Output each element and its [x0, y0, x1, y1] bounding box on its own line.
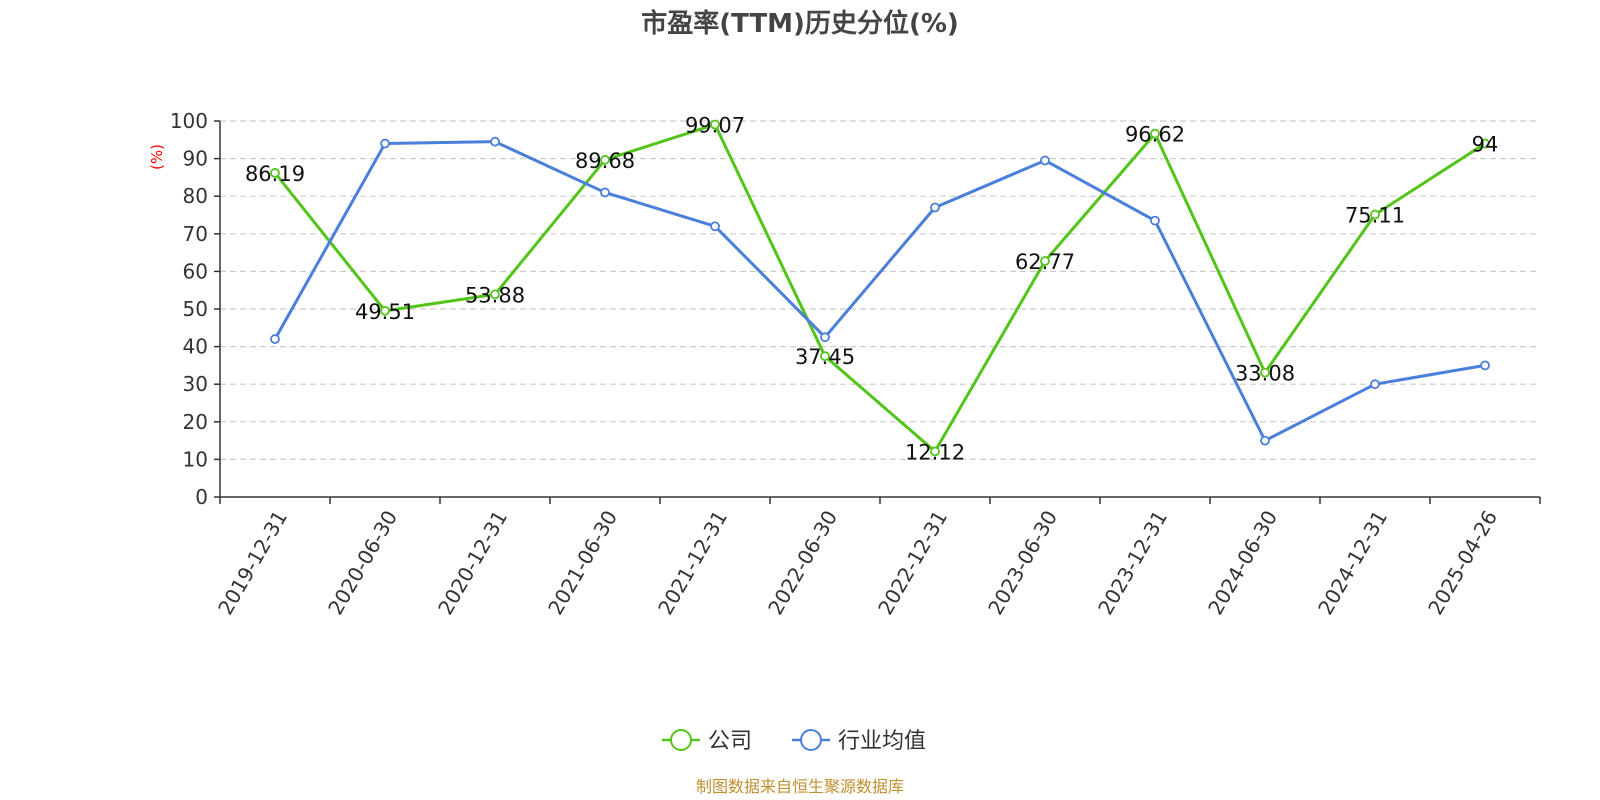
- series-line: [273, 140, 1486, 443]
- data-label: 33.08: [1235, 362, 1295, 386]
- x-tick-label: 2023-12-31: [1093, 506, 1172, 619]
- x-tick-label: 2022-06-30: [763, 506, 842, 619]
- y-tick-label: 0: [195, 485, 208, 509]
- data-label: 62.77: [1015, 250, 1075, 274]
- y-tick-label: 50: [183, 297, 208, 321]
- y-tick-label: 10: [183, 447, 208, 471]
- data-label: 53.88: [465, 283, 525, 307]
- x-tick-label: 2021-12-31: [653, 506, 732, 619]
- data-point[interactable]: [270, 168, 280, 178]
- data-point[interactable]: [1370, 209, 1380, 220]
- data-point[interactable]: [380, 138, 390, 149]
- data-label: 37.45: [795, 345, 855, 369]
- legend-item[interactable]: 公司: [662, 729, 752, 754]
- series-lines: [270, 119, 1490, 457]
- y-tick-label: 40: [183, 335, 208, 359]
- data-point[interactable]: [930, 202, 940, 213]
- data-point[interactable]: [710, 221, 720, 232]
- series-line: [273, 122, 1486, 453]
- data-point[interactable]: [1260, 435, 1270, 446]
- legend-marker: [800, 729, 822, 751]
- data-label: 96.62: [1125, 123, 1185, 147]
- data-point[interactable]: [820, 351, 830, 362]
- y-tick-label: 90: [183, 147, 208, 171]
- y-tick-label: 70: [183, 222, 208, 246]
- data-label: 49.51: [355, 300, 415, 324]
- data-point[interactable]: [600, 187, 610, 198]
- x-tick-label: 2024-12-31: [1313, 506, 1392, 619]
- data-point[interactable]: [1040, 256, 1050, 266]
- x-tick-label: 2025-04-26: [1423, 506, 1502, 619]
- x-tick-label: 2024-06-30: [1203, 506, 1282, 619]
- x-tick-label: 2020-12-31: [433, 506, 512, 619]
- data-point[interactable]: [1150, 128, 1160, 139]
- data-point[interactable]: [490, 136, 500, 147]
- y-tick-label: 60: [183, 259, 208, 283]
- data-point[interactable]: [1370, 379, 1380, 390]
- grid-lines: [220, 120, 1540, 460]
- legend-item[interactable]: 行业均值: [792, 729, 926, 754]
- data-point[interactable]: [1480, 138, 1490, 149]
- data-point[interactable]: [270, 334, 280, 344]
- legend-label: 公司: [708, 729, 752, 754]
- x-tick-label: 2021-06-30: [543, 506, 622, 619]
- x-tick-label: 2022-12-31: [873, 506, 952, 619]
- data-label: 75.11: [1345, 204, 1405, 228]
- y-axis-label: (%): [148, 144, 166, 170]
- data-point[interactable]: [710, 119, 720, 130]
- data-label: 99.07: [685, 113, 745, 137]
- x-tick-label: 2020-06-30: [323, 506, 402, 619]
- data-point[interactable]: [1150, 215, 1160, 226]
- data-point[interactable]: [930, 446, 940, 457]
- legend[interactable]: 公司 行业均值: [662, 729, 926, 754]
- data-point[interactable]: [1260, 367, 1270, 378]
- data-source-note: 制图数据来自恒生聚源数据库: [696, 777, 904, 796]
- y-tick-label: 80: [183, 184, 208, 208]
- legend-label: 行业均值: [838, 729, 926, 754]
- data-label: 86.19: [245, 162, 305, 186]
- data-labels: 86.19 49.51 53.88 89.68 99.07 37.45 12.12 62.77…: [245, 113, 1498, 464]
- y-tick-label: 100: [170, 109, 208, 133]
- data-label: 12.12: [905, 440, 965, 464]
- data-label: 89.68: [575, 149, 635, 173]
- data-point[interactable]: [1040, 155, 1050, 166]
- data-point[interactable]: [380, 305, 390, 316]
- data-point[interactable]: [820, 332, 830, 343]
- x-tick-label: 2023-06-30: [983, 506, 1062, 619]
- y-tick-label: 20: [183, 410, 208, 434]
- data-point[interactable]: [490, 289, 500, 300]
- chart-title: 市盈率(TTM)历史分位(%): [641, 8, 959, 39]
- x-tick-label: 2019-12-31: [213, 506, 292, 619]
- legend-marker: [670, 729, 692, 751]
- data-point[interactable]: [600, 154, 610, 165]
- data-label: 94: [1472, 133, 1499, 157]
- y-tick-label: 30: [183, 372, 208, 396]
- data-point[interactable]: [1480, 360, 1490, 371]
